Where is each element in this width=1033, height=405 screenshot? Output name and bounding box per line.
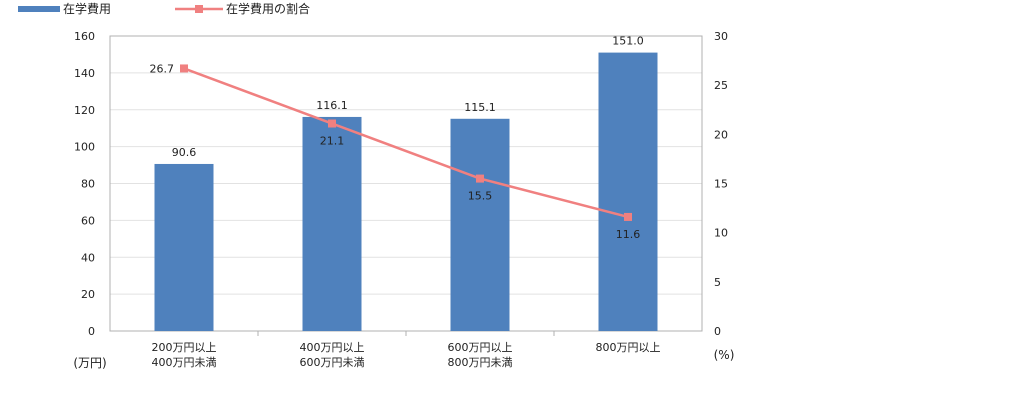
x-category-line: 200万円以上 <box>152 341 217 354</box>
left-tick-label: 80 <box>81 178 95 191</box>
bar <box>302 116 362 331</box>
left-axis: 0 20 40 60 80 100 120 140 160 <box>74 30 95 338</box>
x-category-line: 400万円未満 <box>152 356 217 369</box>
bar <box>598 52 658 331</box>
x-category-line: 800万円以上 <box>596 341 661 354</box>
line-path <box>183 67 629 219</box>
line-point <box>328 119 336 128</box>
line-point <box>180 64 188 73</box>
right-axis: 0 5 10 15 20 25 30 <box>714 30 728 338</box>
right-axis-unit: (%) <box>714 348 735 362</box>
x-category-label: 800万円以上 <box>596 341 661 354</box>
x-category-line: 600万円以上 <box>448 341 513 354</box>
right-tick-label: 10 <box>714 227 728 240</box>
bar <box>450 118 510 331</box>
x-category-label: 200万円以上 400万円未満 <box>152 341 217 369</box>
bar-value-label: 90.6 <box>172 146 197 159</box>
left-tick-label: 120 <box>74 104 95 117</box>
left-tick-label: 0 <box>88 325 95 338</box>
legend: 在学費用 在学費用の割合 <box>18 1 310 16</box>
left-axis-unit: (万円) <box>73 356 106 370</box>
left-tick-label: 60 <box>81 214 95 227</box>
right-tick-label: 0 <box>714 325 721 338</box>
bar <box>154 163 214 331</box>
legend-line-marker <box>195 5 203 13</box>
line-series: 26.7 21.1 15.5 11.6 <box>150 62 641 240</box>
line-value-label: 15.5 <box>468 190 493 203</box>
x-category-label: 600万円以上 800万円未満 <box>448 341 513 369</box>
x-category-label: 400万円以上 600万円未満 <box>300 341 365 369</box>
x-axis: 200万円以上 400万円未満 400万円以上 600万円未満 600万円以上 800万円… <box>152 331 661 369</box>
left-tick-label: 20 <box>81 288 95 301</box>
left-tick-label: 100 <box>74 141 95 154</box>
right-tick-label: 15 <box>714 178 728 191</box>
line-point <box>624 212 632 221</box>
line-value-label: 21.1 <box>320 135 345 148</box>
legend-line-label: 在学費用の割合 <box>226 1 310 16</box>
line-value-label: 26.7 <box>150 62 175 75</box>
bar-series: 90.6 116.1 115.1 151.0 <box>154 35 658 331</box>
x-category-line: 400万円以上 <box>300 341 365 354</box>
legend-bar-label: 在学費用 <box>63 1 111 16</box>
right-tick-label: 30 <box>714 30 728 43</box>
line-point <box>476 174 484 183</box>
left-tick-label: 160 <box>74 30 95 43</box>
line-value-label: 11.6 <box>616 228 641 241</box>
bar-value-label: 151.0 <box>612 35 644 48</box>
right-tick-label: 20 <box>714 128 728 141</box>
right-tick-label: 25 <box>714 79 728 92</box>
x-category-line: 800万円未満 <box>448 356 513 369</box>
legend-bar-swatch <box>18 6 60 12</box>
left-tick-label: 140 <box>74 67 95 80</box>
right-tick-label: 5 <box>714 276 721 289</box>
bar-value-label: 115.1 <box>464 101 496 114</box>
x-category-line: 600万円未満 <box>300 356 365 369</box>
bar-value-label: 116.1 <box>316 99 348 112</box>
left-tick-label: 40 <box>81 251 95 264</box>
